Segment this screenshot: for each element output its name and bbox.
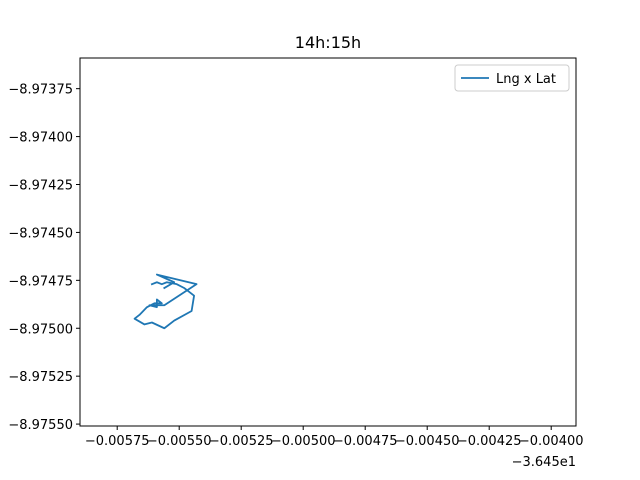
legend-label: Lng x Lat	[496, 72, 556, 87]
y-tick-label: −8.97500	[8, 322, 73, 337]
y-axis: −8.97375 −8.97400 −8.97425 −8.97450 −8.97475…	[8, 83, 80, 433]
y-tick-label: −8.97550	[8, 418, 73, 433]
y-tick-label: −8.97400	[8, 131, 73, 146]
x-tick-label: −0.00400	[519, 434, 584, 449]
chart-title: 14h:15h	[295, 33, 361, 52]
x-tick-label: −0.00475	[333, 434, 398, 449]
y-tick-label: −8.97425	[8, 179, 73, 194]
x-tick-label: −0.00450	[395, 434, 460, 449]
plot-area	[79, 57, 577, 427]
legend-box	[454, 64, 570, 92]
x-tick-label: −0.00525	[209, 434, 274, 449]
x-tick-label: −0.00425	[457, 434, 522, 449]
series-layer	[133, 273, 198, 330]
x-tick-label: −0.00575	[85, 434, 150, 449]
y-tick-label: −8.97375	[8, 83, 73, 98]
x-axis: −0.00575−0.00550−0.00525−0.00500−0.00475…	[85, 426, 584, 449]
series-line	[133, 273, 198, 330]
x-tick-label: −0.00550	[147, 434, 212, 449]
y-tick-label: −8.97475	[8, 274, 73, 289]
x-axis-offset-label: −3.645e1	[512, 455, 576, 470]
y-tick-label: −8.97450	[8, 226, 73, 241]
y-tick-label: −8.97525	[8, 370, 73, 385]
x-tick-label: −0.00500	[271, 434, 336, 449]
legend: Lng x Lat	[454, 64, 570, 92]
